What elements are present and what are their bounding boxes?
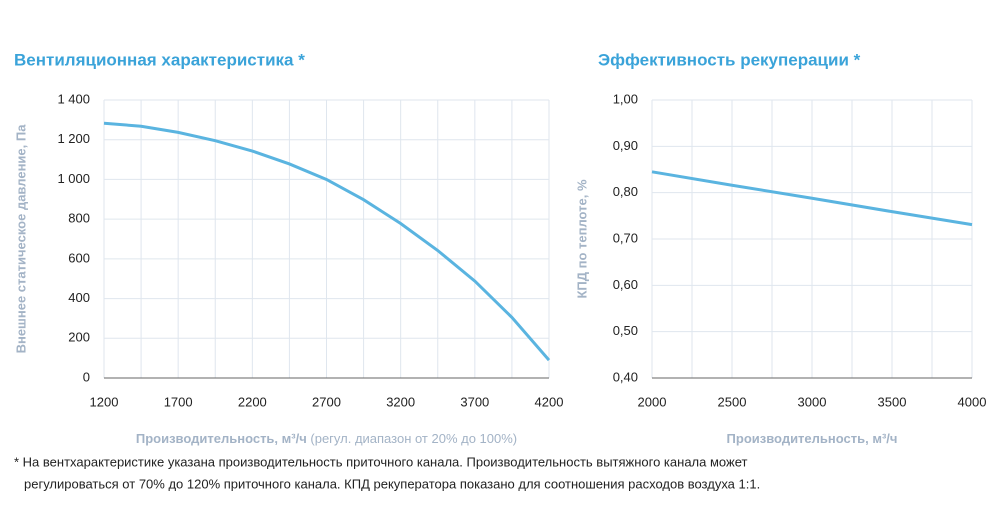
x-tick-label: 4000: [958, 394, 987, 409]
footnote: регулироваться от 70% до 120% приточного…: [24, 476, 760, 491]
y-tick-label: 400: [68, 290, 90, 305]
x-tick-label: 2200: [238, 394, 267, 409]
y-tick-label: 1 400: [57, 91, 90, 106]
y-tick-label: 1 200: [57, 131, 90, 146]
x-axis-label: Производительность, м³/ч: [727, 431, 898, 446]
line-series: [651, 170, 973, 227]
y-tick-label: 0,40: [613, 369, 638, 384]
x-tick-label: 4200: [535, 394, 564, 409]
x-tick-label: 3700: [460, 394, 489, 409]
x-axis-label-note: (регул. диапазон от 20% до 100%): [310, 431, 517, 446]
y-tick-label: 0,80: [613, 184, 638, 199]
x-tick-label: 3000: [798, 394, 827, 409]
y-tick-label: 0,70: [613, 230, 638, 245]
y-tick-label: 0,90: [613, 138, 638, 153]
x-tick-label: 1700: [164, 394, 193, 409]
x-tick-label: 2700: [312, 394, 341, 409]
y-tick-label: 0,60: [613, 277, 638, 292]
y-tick-label: 0: [83, 369, 90, 384]
x-tick-label: 1200: [90, 394, 119, 409]
y-tick-label: 600: [68, 250, 90, 265]
y-tick-label: 200: [68, 330, 90, 345]
y-tick-label: 1 000: [57, 171, 90, 186]
x-tick-label: 2500: [718, 394, 747, 409]
x-tick-label: 2000: [638, 394, 667, 409]
footnote: * На вентхарактеристике указана производ…: [14, 454, 747, 469]
x-axis-label: Производительность, м³/ч (регул. диапазо…: [136, 431, 517, 446]
y-axis-label: Внешнее статическое давление, Па: [13, 124, 28, 354]
line-series: [103, 121, 551, 362]
x-tick-label: 3500: [878, 394, 907, 409]
x-axis-label-main: Производительность, м³/ч: [136, 431, 307, 446]
y-tick-label: 800: [68, 211, 90, 226]
chart-title: Эффективность рекуперации *: [598, 50, 861, 69]
y-axis-label: КПД по теплоте, %: [574, 179, 589, 299]
x-tick-label: 3200: [386, 394, 415, 409]
chart-title: Вентиляционная характеристика *: [14, 50, 305, 69]
y-tick-label: 1,00: [613, 91, 638, 106]
y-tick-label: 0,50: [613, 323, 638, 338]
x-axis-label-main: Производительность, м³/ч: [727, 431, 898, 446]
